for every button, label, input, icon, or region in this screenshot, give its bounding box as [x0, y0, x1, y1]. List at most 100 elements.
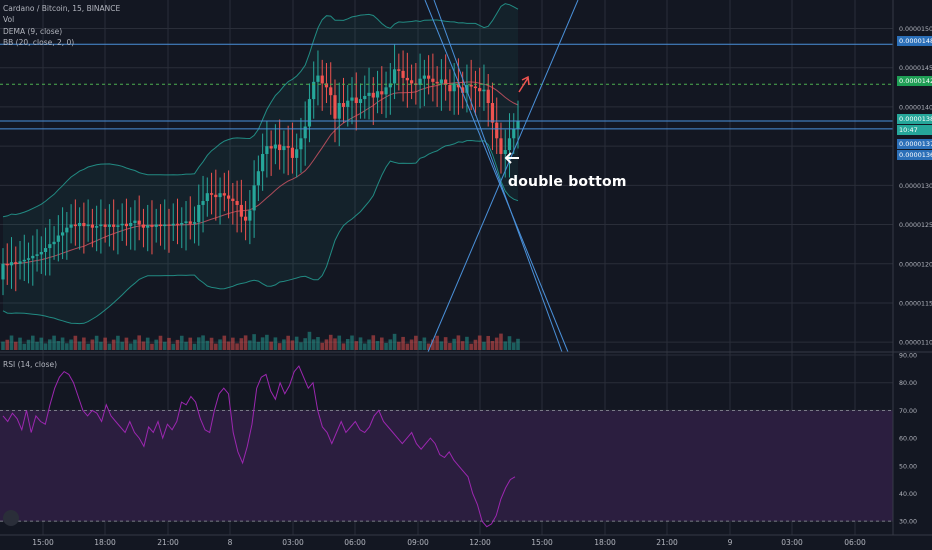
volume-bar [248, 340, 252, 350]
candle-body [129, 222, 133, 227]
volume-bar [145, 337, 150, 350]
candle-body [265, 146, 269, 154]
volume-bar [222, 335, 227, 350]
volume-bar [116, 335, 120, 350]
volume-bars [1, 331, 520, 350]
volume-bar [65, 343, 69, 350]
candle-body [282, 146, 286, 151]
candle-body [337, 103, 341, 119]
time-tick-label: 21:00 [157, 538, 179, 547]
dema-legend[interactable]: DEMA (9, close) [3, 27, 63, 36]
candle-body [116, 225, 120, 227]
candle-body [22, 259, 26, 262]
candle-body [239, 204, 243, 217]
volume-bar [320, 342, 325, 350]
volume-bar [418, 341, 422, 350]
time-tick-label: 12:00 [469, 538, 491, 547]
volume-bar [231, 337, 235, 350]
candle-body [329, 87, 333, 96]
volume-bar [1, 341, 5, 350]
volume-bar [252, 334, 256, 350]
candle-body [90, 224, 94, 228]
candle-body [503, 150, 507, 154]
volume-bar [375, 341, 380, 350]
candle-body [346, 100, 350, 107]
candle-body [56, 235, 60, 242]
volume-bar [56, 341, 61, 350]
candle-body [69, 224, 73, 228]
price-label-1480: 0.00001480 [897, 36, 932, 46]
candle-body [354, 97, 358, 104]
volume-bar [409, 339, 414, 350]
volume-bar [137, 335, 141, 350]
volume-bar [337, 335, 342, 350]
time-tick-label: 21:00 [656, 538, 678, 547]
candle-body [192, 222, 197, 224]
volume-bar [48, 339, 52, 350]
volume-bar [294, 336, 299, 350]
rsi-tick-label: 80.00 [899, 380, 917, 387]
candle-body [499, 138, 503, 154]
candle-body [405, 77, 409, 81]
candle-body [495, 122, 499, 139]
dema-line [2, 81, 519, 266]
volume-bar [494, 337, 499, 350]
candle-body [218, 193, 222, 198]
volume-bar [277, 343, 282, 350]
volume-bar [128, 343, 133, 350]
candle-body [456, 83, 461, 88]
candle-body [167, 224, 171, 226]
rsi-tick-label: 70.00 [899, 408, 917, 415]
candle-body [201, 201, 205, 205]
candle-body [299, 138, 303, 150]
candle-body [469, 84, 473, 87]
volume-bar [150, 343, 154, 350]
candle-body [286, 146, 290, 148]
volume-bar [426, 343, 431, 350]
time-tick-label: 15:00 [32, 538, 54, 547]
bb-fill [3, 3, 518, 324]
volume-bar [405, 343, 410, 350]
rsi-legend[interactable]: RSI (14, close) [3, 360, 58, 369]
volume-bar [401, 336, 405, 350]
candle-body [269, 146, 273, 149]
volume-bar [414, 335, 418, 350]
candle-body [48, 244, 52, 249]
volume-bar [162, 341, 167, 350]
volume-bar [43, 343, 48, 350]
candle-body [490, 103, 495, 123]
volume-bar [473, 339, 478, 350]
volume-bar [456, 335, 461, 350]
volume-bar [175, 339, 180, 350]
volume-bar [516, 338, 520, 350]
candle-body [60, 232, 65, 236]
candle-body [175, 223, 180, 225]
volume-bar [460, 341, 465, 350]
candle-body [363, 95, 367, 100]
candle-body [78, 222, 82, 227]
volume-bar [184, 341, 188, 350]
candle-body [158, 224, 163, 227]
vol-legend[interactable]: Vol [3, 15, 15, 24]
volume-bar [167, 337, 171, 350]
volume-bar [499, 333, 503, 350]
volume-bar [82, 337, 86, 350]
candle-body [320, 75, 324, 84]
bb-lower [2, 139, 519, 325]
candle-body [375, 91, 380, 98]
volume-bar [282, 339, 286, 350]
candle-body [9, 262, 14, 266]
candle-body [184, 221, 188, 223]
volume-bar [397, 341, 401, 350]
candle-body [482, 89, 486, 92]
volume-bar [9, 335, 14, 350]
volume-bar [192, 343, 197, 350]
volume-bar [73, 335, 78, 350]
tradingview-logo-icon[interactable] [3, 510, 19, 526]
rsi-tick-label: 90.00 [899, 353, 917, 360]
symbol-legend[interactable]: Cardano / Bitcoin, 15, BINANCE [3, 4, 121, 13]
volume-bar [30, 335, 35, 350]
bb-legend[interactable]: BB (20, close, 2, 0) [3, 38, 75, 47]
